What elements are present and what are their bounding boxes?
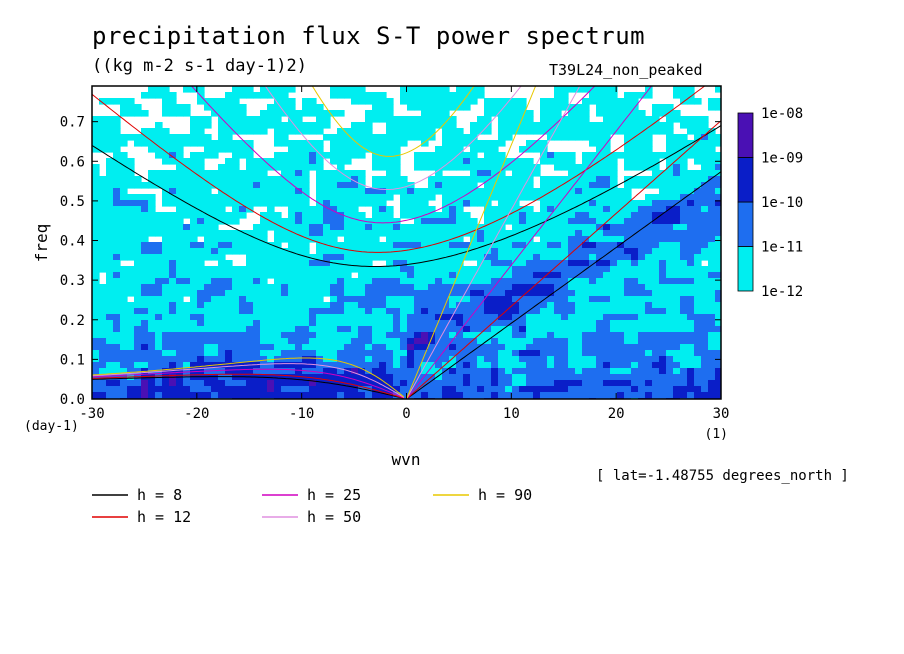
legend-label: h = 12 xyxy=(137,508,191,526)
colorbar-label: 1e-12 xyxy=(761,284,803,300)
dispersion-curve-kelvin xyxy=(406,120,721,399)
legend: h = 8 h = 12 h = 25 h = 50 h = 90 xyxy=(92,486,532,526)
dispersion-curve-ig xyxy=(311,86,475,157)
dispersion-curve-kelvin xyxy=(406,86,581,399)
legend-label: h = 90 xyxy=(478,486,532,504)
dispersion-curve-ig xyxy=(92,125,721,267)
dispersion-curve-er xyxy=(92,357,405,398)
y-tick-label: 0.4 xyxy=(60,234,85,250)
y-tick-label: 0.1 xyxy=(60,352,85,368)
y-tick-label: 0.5 xyxy=(60,194,85,210)
colorbar-label: 1e-08 xyxy=(761,106,803,122)
colorbar-swatch xyxy=(737,201,754,247)
dispersion-curve-er xyxy=(92,373,405,399)
dispersion-curve-er xyxy=(92,368,405,399)
x-tick-label: -10 xyxy=(289,406,314,422)
legend-label: h = 25 xyxy=(307,486,361,504)
run-label: T39L24_non_peaked xyxy=(549,61,703,79)
x-tick-label: -20 xyxy=(184,406,209,422)
legend-label: h = 8 xyxy=(137,486,182,504)
dispersion-curve-kelvin xyxy=(406,86,537,399)
colorbar-label: 1e-11 xyxy=(761,240,803,256)
dispersion-curve-kelvin xyxy=(406,171,721,399)
colorbar-swatch xyxy=(737,246,754,292)
colorbar: 1e-08 1e-09 1e-10 1e-11 1e-12 xyxy=(737,106,803,300)
y-tick-label: 0.6 xyxy=(60,154,85,170)
colorbar-swatch xyxy=(737,112,754,158)
power-heatmap xyxy=(92,86,721,399)
x-tick-label: 0 xyxy=(402,406,410,422)
colorbar-label: 1e-10 xyxy=(761,195,803,211)
y-tick-label: 0.3 xyxy=(60,273,85,289)
x-tick-label: -30 xyxy=(79,406,104,422)
x-tick-label: 20 xyxy=(608,406,625,422)
legend-label: h = 50 xyxy=(307,508,361,526)
colorbar-swatch xyxy=(737,157,754,203)
colorbar-label: 1e-09 xyxy=(761,151,803,167)
y-tick-label: 0.2 xyxy=(60,313,85,329)
y-axis-units: (day-1) xyxy=(24,419,79,434)
x-axis-units: (1) xyxy=(705,427,728,442)
x-tick-label: 10 xyxy=(503,406,520,422)
dispersion-curve-ig xyxy=(92,86,706,253)
latitude-note: [ lat=-1.48755 degrees_north ] xyxy=(596,468,849,484)
x-tick-label: 30 xyxy=(713,406,730,422)
y-tick-label: 0.7 xyxy=(60,115,85,131)
y-axis-label: freq xyxy=(32,224,51,263)
dispersion-curve-ig xyxy=(264,86,522,190)
chart-title: precipitation flux S-T power spectrum xyxy=(92,22,646,50)
x-axis-label: wvn xyxy=(392,450,421,469)
y-tick-label: 0.0 xyxy=(60,392,85,408)
axes: 0.0 0.1 0.2 0.3 0.4 0.5 0.6 0.7 -30 -20 -10 0 10 20 30… xyxy=(24,86,729,469)
chart-units: ((kg m-2 s-1 day-1)2) xyxy=(92,56,307,76)
dispersion-curve-kelvin xyxy=(406,86,653,399)
dispersion-curve-er xyxy=(92,363,405,398)
dispersion-curve-er xyxy=(92,376,405,399)
